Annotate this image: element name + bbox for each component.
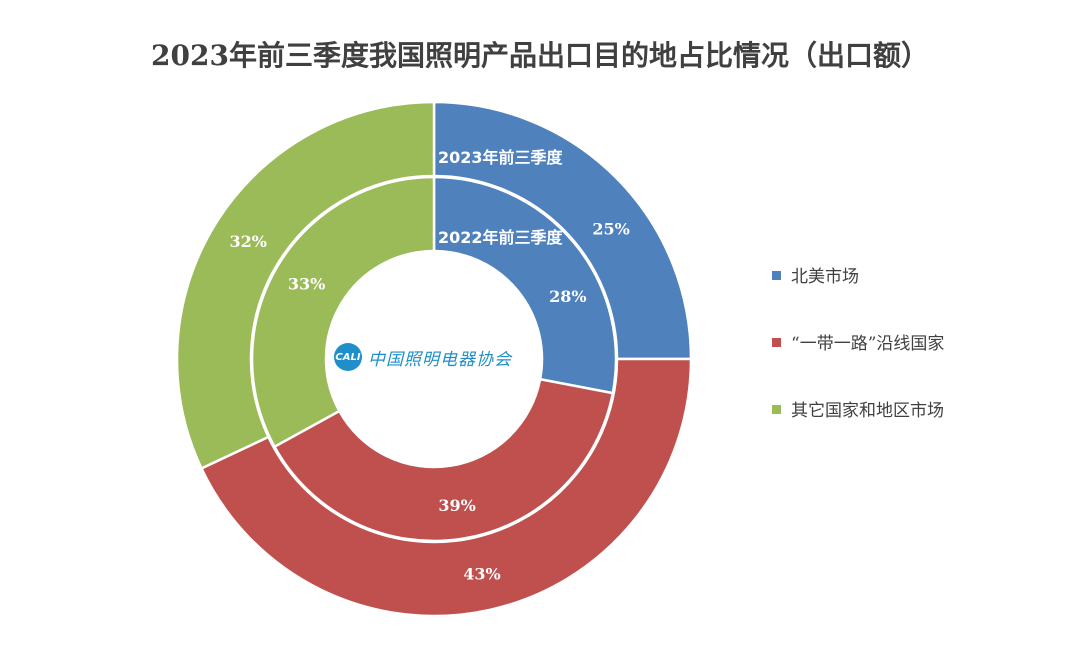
logo-text: 中国照明电器协会 (368, 349, 512, 370)
association-logo: CALI 中国照明电器协会 (334, 340, 534, 374)
legend-label: 北美市场 (791, 267, 859, 287)
data-label-inner-1: 39% (438, 496, 475, 515)
cali-logo-mark: CALI (334, 343, 362, 371)
data-label-outer-1: 43% (463, 565, 500, 584)
chart-title: 2023年前三季度我国照明产品出口目的地占比情况（出口额） (151, 39, 929, 72)
legend-item: 其它国家和地区市场 (772, 396, 944, 421)
data-label-outer-2: 32% (230, 232, 267, 251)
data-label-outer-0: 25% (592, 219, 629, 238)
legend-item: “一带一路”沿线国家 (772, 329, 944, 354)
legend-swatch (772, 271, 781, 280)
slice-inner-0 (432, 175, 618, 395)
slice-inner-2 (250, 175, 436, 449)
series-label-outer: 2023年前三季度 (438, 148, 564, 167)
data-label-inner-2: 33% (288, 275, 325, 294)
series-label-inner: 2022年前三季度 (438, 228, 564, 247)
slice-inner-1 (272, 377, 615, 543)
data-label-inner-0: 28% (549, 287, 586, 306)
legend-swatch (772, 405, 781, 414)
legend-label: “一带一路”沿线国家 (791, 334, 945, 354)
legend-label: 其它国家和地区市场 (791, 401, 944, 421)
legend-swatch (772, 338, 781, 347)
legend-item: 北美市场 (772, 262, 859, 287)
